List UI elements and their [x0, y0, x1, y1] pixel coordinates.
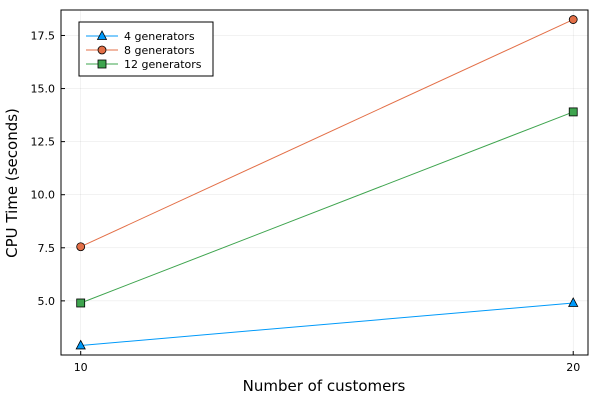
y-tick-label: 7.5: [38, 242, 56, 255]
axis-ticks: 10 20 5.0 7.5 10.0 12.5 15.0 17.5: [31, 29, 581, 374]
x-tick-label: 10: [74, 361, 88, 374]
y-axis-label: CPU Time (seconds): [3, 108, 21, 258]
series-3: [76, 107, 578, 308]
legend-marker: [96, 30, 108, 40]
y-tick-label: 12.5: [31, 136, 56, 149]
series-marker: [76, 298, 86, 308]
x-axis-label: Number of customers: [243, 377, 406, 395]
legend-marker: [97, 59, 107, 69]
series-marker: [75, 339, 86, 350]
legend-label: 12 generators: [124, 58, 202, 71]
series-1: [75, 297, 579, 350]
series-2: [76, 15, 578, 252]
series-line: [80, 19, 574, 248]
plot-series: [75, 15, 579, 350]
y-tick-label: 5.0: [38, 295, 56, 308]
y-tick-label: 10.0: [31, 189, 56, 202]
x-tick-label: 20: [566, 361, 580, 374]
series-marker: [568, 15, 578, 24]
legend-marker: [97, 45, 107, 55]
grid: [61, 10, 588, 355]
series-line: [80, 111, 574, 304]
legend-label: 4 generators: [124, 30, 195, 43]
series-line: [80, 302, 574, 346]
y-tick-label: 17.5: [31, 29, 56, 42]
y-tick-label: 15.0: [31, 83, 56, 96]
series-marker: [568, 297, 579, 307]
legend-label: 8 generators: [124, 44, 195, 57]
plot-frame: [60, 9, 589, 356]
series-marker: [568, 107, 578, 117]
series-marker: [76, 242, 86, 252]
